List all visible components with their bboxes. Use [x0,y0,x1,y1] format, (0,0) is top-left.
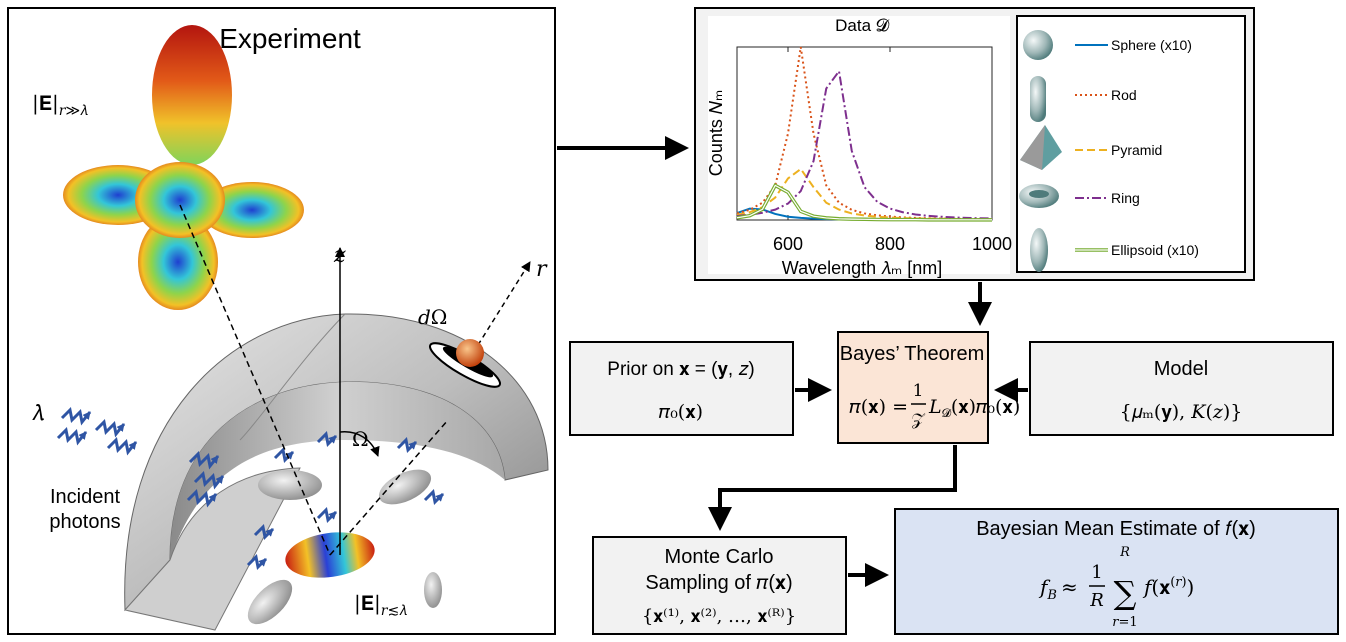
x-tick-label: 1000 [972,234,1012,254]
likelihood: 𝐿 [928,396,942,418]
bayes-title: Bayes’ Theorem [840,343,985,365]
estimate-lhs-sub: 𝐵 [1046,588,1057,603]
x-tick-label: 600 [773,234,803,254]
bayes-rest: (𝐱)𝜋₀(𝐱) [951,396,1020,418]
estimate-denominator: 𝑅 [1089,590,1104,611]
plot-background [708,16,1010,274]
estimate-title: Bayesian Mean Estimate of 𝑓(𝐱) [976,518,1256,540]
legend-label: Rod [1111,87,1137,103]
sum-lower: 𝑟=1 [1112,615,1137,630]
estimate-body: 𝑓(𝐱(𝑟)) [1142,575,1194,599]
far-field-label: |𝐄| [32,91,59,116]
bayes-lhs: 𝜋(𝐱) = [849,396,908,418]
y-axis-label: Counts 𝑁ₘ [706,90,726,176]
photons-label: photons [49,511,120,533]
x-axis-label: Wavelength 𝜆ₘ [nm] [782,258,942,278]
experiment-title: Experiment [219,23,361,54]
r-label: 𝑟 [536,257,548,282]
experiment-box [8,8,555,634]
bayes-denominator: 𝒵 [912,410,926,430]
prior-formula: 𝜋₀(𝐱) [659,401,703,423]
near-field-label: |𝐄| [354,591,381,616]
model-title: Model [1154,358,1208,380]
monte-carlo-formula: {𝐱⁽¹⁾, 𝐱⁽²⁾, …, 𝐱⁽ᴿ⁾} [642,606,796,627]
estimate-body: 𝑓(𝐱 [1142,575,1170,599]
estimate-body-sup: (𝑟) [1170,575,1186,590]
estimate-numerator: 1 [1091,562,1102,583]
bayes-numerator: 1 [913,381,924,401]
sum-upper: 𝑅 [1119,545,1130,560]
diagram: Experiment |𝐄|𝑟≫𝜆 𝑧 𝑟 𝑑Ω Ω 𝜆 Incident ph… [0,0,1346,642]
prior-title: Prior on 𝐱 = (𝐲, 𝑧) [607,359,754,380]
lambda-label: 𝜆 [32,401,44,426]
far-field-sub: 𝑟≫𝜆 [59,103,88,119]
sum-sign: ∑ [1114,574,1137,612]
z-label: 𝑧 [333,243,346,268]
estimate-close: ) [1187,575,1195,599]
page: { "experiment": { "title": "Experiment",… [0,0,1346,642]
monte-carlo-title: Sampling of 𝜋(𝐱) [645,572,792,594]
model-formula: {𝜇ₘ(𝐲), 𝐾(𝑧)} [1120,401,1243,423]
estimate-op: ≈ [1061,575,1078,599]
legend-label: Ellipsoid (x10) [1111,242,1199,258]
near-field-sub: 𝑟≲𝜆 [381,603,407,619]
legend-label: Pyramid [1111,142,1162,158]
photons-label: Incident [50,486,120,508]
x-tick-label: 800 [875,234,905,254]
legend-label: Ring [1111,190,1140,206]
legend-label: Sphere (x10) [1111,37,1192,53]
monte-carlo-title: Monte Carlo [665,546,774,568]
omega-label: Ω [352,427,369,451]
d-omega-label: 𝑑Ω [418,305,447,329]
chart-title: Data 𝓓 [835,16,890,35]
